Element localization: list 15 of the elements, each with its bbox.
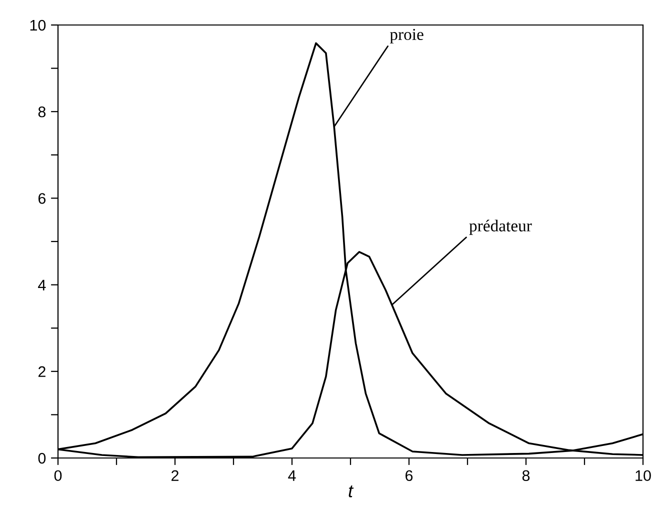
annotation: prédateur [469,220,532,235]
x-tick-label: 4 [288,470,296,481]
y-tick-label: 10 [30,20,46,31]
x-axis-title: t [348,485,354,498]
x-tick-label: 8 [522,470,530,482]
y-tick-label: 0 [38,452,46,464]
y-tick-label: 4 [38,280,46,290]
y-tick-label: 2 [38,366,46,377]
x-tick-label: 10 [636,470,651,482]
annotation: proie [390,28,424,44]
x-tick-label: 0 [54,470,62,482]
x-tick-label: 6 [406,470,413,482]
y-tick-label: 8 [38,106,46,118]
x-tick-label: 2 [172,470,178,481]
y-tick-label: 6 [38,193,46,204]
